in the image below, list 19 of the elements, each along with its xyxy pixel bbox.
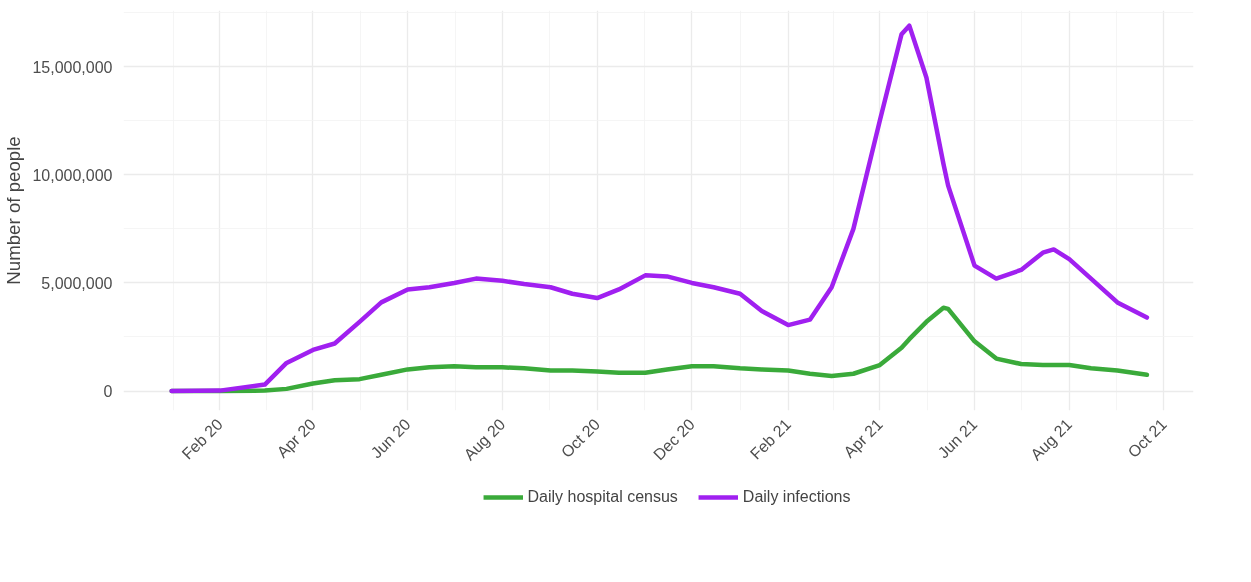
x-tick-label: Jun 21 <box>934 415 981 462</box>
legend-label: Daily hospital census <box>527 488 678 506</box>
x-tick-label: Dec 20 <box>650 415 698 464</box>
y-axis-title: Number of people <box>3 136 25 285</box>
legend-label: Daily infections <box>742 488 851 506</box>
x-tick-label: Oct 20 <box>557 415 604 461</box>
x-tick-label: Oct 21 <box>1124 415 1171 461</box>
x-tick-label: Apr 21 <box>840 415 886 461</box>
x-tick-label: Aug 21 <box>1027 415 1076 464</box>
x-tick-label: Feb 21 <box>746 415 795 463</box>
x-tick-label: Jun 20 <box>367 415 414 462</box>
y-tick-label: 5,000,000 <box>41 274 113 292</box>
line-series <box>169 23 1150 394</box>
x-tick-label: Apr 20 <box>273 415 320 461</box>
y-tick-label: 0 <box>103 383 113 401</box>
x-tick-label: Feb 20 <box>178 415 226 463</box>
y-tick-label: 10,000,000 <box>32 166 113 184</box>
x-tick-label: Aug 20 <box>460 415 509 464</box>
y-tick-label: 15,000,000 <box>32 58 113 76</box>
